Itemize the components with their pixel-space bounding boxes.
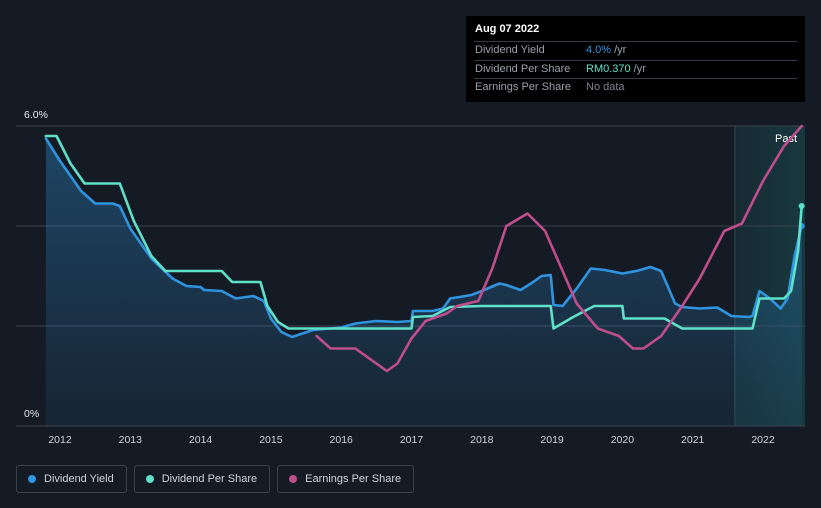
dividend-per-share-line bbox=[44, 134, 803, 330]
x-tick-label: 2021 bbox=[681, 434, 705, 446]
dividend-yield-line bbox=[44, 137, 803, 339]
x-tick-label: 2013 bbox=[119, 434, 143, 446]
tooltip-label: Earnings Per Share bbox=[475, 81, 571, 93]
y-tick-label: 0% bbox=[24, 408, 39, 420]
legend-dividend-per-share[interactable]: Dividend Per Share bbox=[133, 465, 271, 493]
tooltip-unit: /yr bbox=[614, 44, 627, 56]
legend-dot-icon bbox=[28, 475, 36, 483]
tooltip-label: Dividend Per Share bbox=[475, 62, 571, 75]
legend: Dividend Yield Dividend Per Share Earnin… bbox=[16, 465, 415, 493]
x-tick-label: 2022 bbox=[751, 434, 775, 446]
x-tick-label: 2012 bbox=[48, 434, 72, 446]
x-tick-label: 2017 bbox=[400, 434, 424, 446]
dividend-per-share-end-marker bbox=[798, 203, 805, 209]
x-tick-label: 2014 bbox=[189, 434, 213, 446]
x-tick-label: 2020 bbox=[611, 434, 635, 446]
legend-label: Earnings Per Share bbox=[305, 473, 402, 485]
legend-label: Dividend Per Share bbox=[161, 473, 258, 485]
legend-label: Dividend Yield bbox=[44, 473, 114, 485]
dividend-yield-area bbox=[45, 138, 802, 426]
x-tick-label: 2016 bbox=[330, 434, 354, 446]
tooltip-value: RM0.370 bbox=[586, 62, 631, 75]
y-tick-label: 6.0% bbox=[24, 109, 48, 121]
legend-dot-icon bbox=[289, 475, 298, 483]
tooltip-date: Aug 07 2022 bbox=[474, 16, 797, 42]
tooltip-row-dividend-yield: Dividend Yield 4.0% /yr bbox=[474, 42, 797, 61]
legend-earnings-per-share[interactable]: Earnings Per Share bbox=[277, 465, 415, 493]
legend-dot-icon bbox=[145, 475, 154, 483]
tooltip-row-dividend-per-share: Dividend Per Share RM0.370 /yr bbox=[474, 61, 797, 79]
tooltip-value: No data bbox=[586, 81, 625, 93]
tooltip-row-earnings-per-share: Earnings Per Share No data bbox=[474, 79, 797, 97]
tooltip-label: Dividend Yield bbox=[475, 44, 545, 56]
x-tick-label: 2019 bbox=[540, 434, 564, 446]
x-tick-label: 2018 bbox=[470, 434, 494, 446]
legend-dividend-yield[interactable]: Dividend Yield bbox=[16, 465, 127, 493]
earnings-per-share-line bbox=[315, 124, 803, 373]
x-tick-label: 2015 bbox=[259, 434, 283, 446]
tooltip-panel: Aug 07 2022 Dividend Yield 4.0% /yr Divi… bbox=[466, 16, 805, 102]
tooltip-value: 4.0% bbox=[586, 44, 612, 56]
tooltip-unit: /yr bbox=[633, 62, 646, 75]
